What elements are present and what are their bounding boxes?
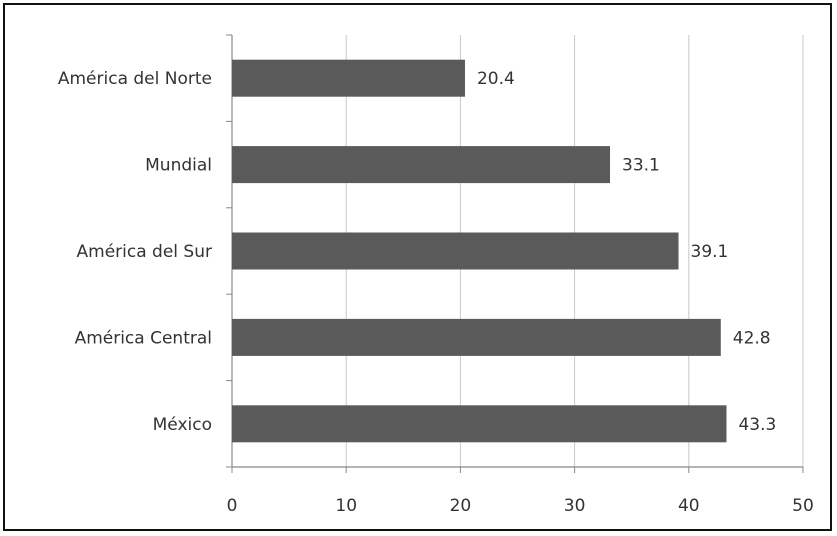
category-label-0: América del Norte xyxy=(58,69,212,89)
bar-3 xyxy=(232,318,721,356)
data-label-2: 39.1 xyxy=(691,242,729,262)
labels: 0 10 20 30 40 50 América del Norte 20.4 Mundial 3… xyxy=(58,69,814,516)
bar-0 xyxy=(232,59,465,97)
x-tick-label-40: 40 xyxy=(678,496,700,516)
bar-2 xyxy=(232,232,679,270)
bar-1 xyxy=(232,146,611,184)
x-tick-label-30: 30 xyxy=(564,496,586,516)
bar-chart: 0 10 20 30 40 50 América del Norte 20.4 Mundial 3… xyxy=(58,34,814,516)
category-label-4: México xyxy=(153,415,212,435)
data-label-4: 43.3 xyxy=(738,415,776,435)
data-label-0: 20.4 xyxy=(477,69,515,89)
x-tick-label-10: 10 xyxy=(335,496,357,516)
x-tick-label-50: 50 xyxy=(792,496,814,516)
chart-frame: 0 10 20 30 40 50 América del Norte 20.4 Mundial 3… xyxy=(3,3,832,531)
category-label-3: América Central xyxy=(75,328,212,348)
category-label-1: Mundial xyxy=(145,156,212,176)
data-label-3: 42.8 xyxy=(733,328,771,348)
x-tick-label-20: 20 xyxy=(450,496,472,516)
bar-4 xyxy=(232,405,727,443)
x-tick-label-0: 0 xyxy=(227,496,238,516)
data-label-1: 33.1 xyxy=(622,156,660,176)
bars xyxy=(232,59,727,443)
category-label-2: América del Sur xyxy=(77,242,212,262)
